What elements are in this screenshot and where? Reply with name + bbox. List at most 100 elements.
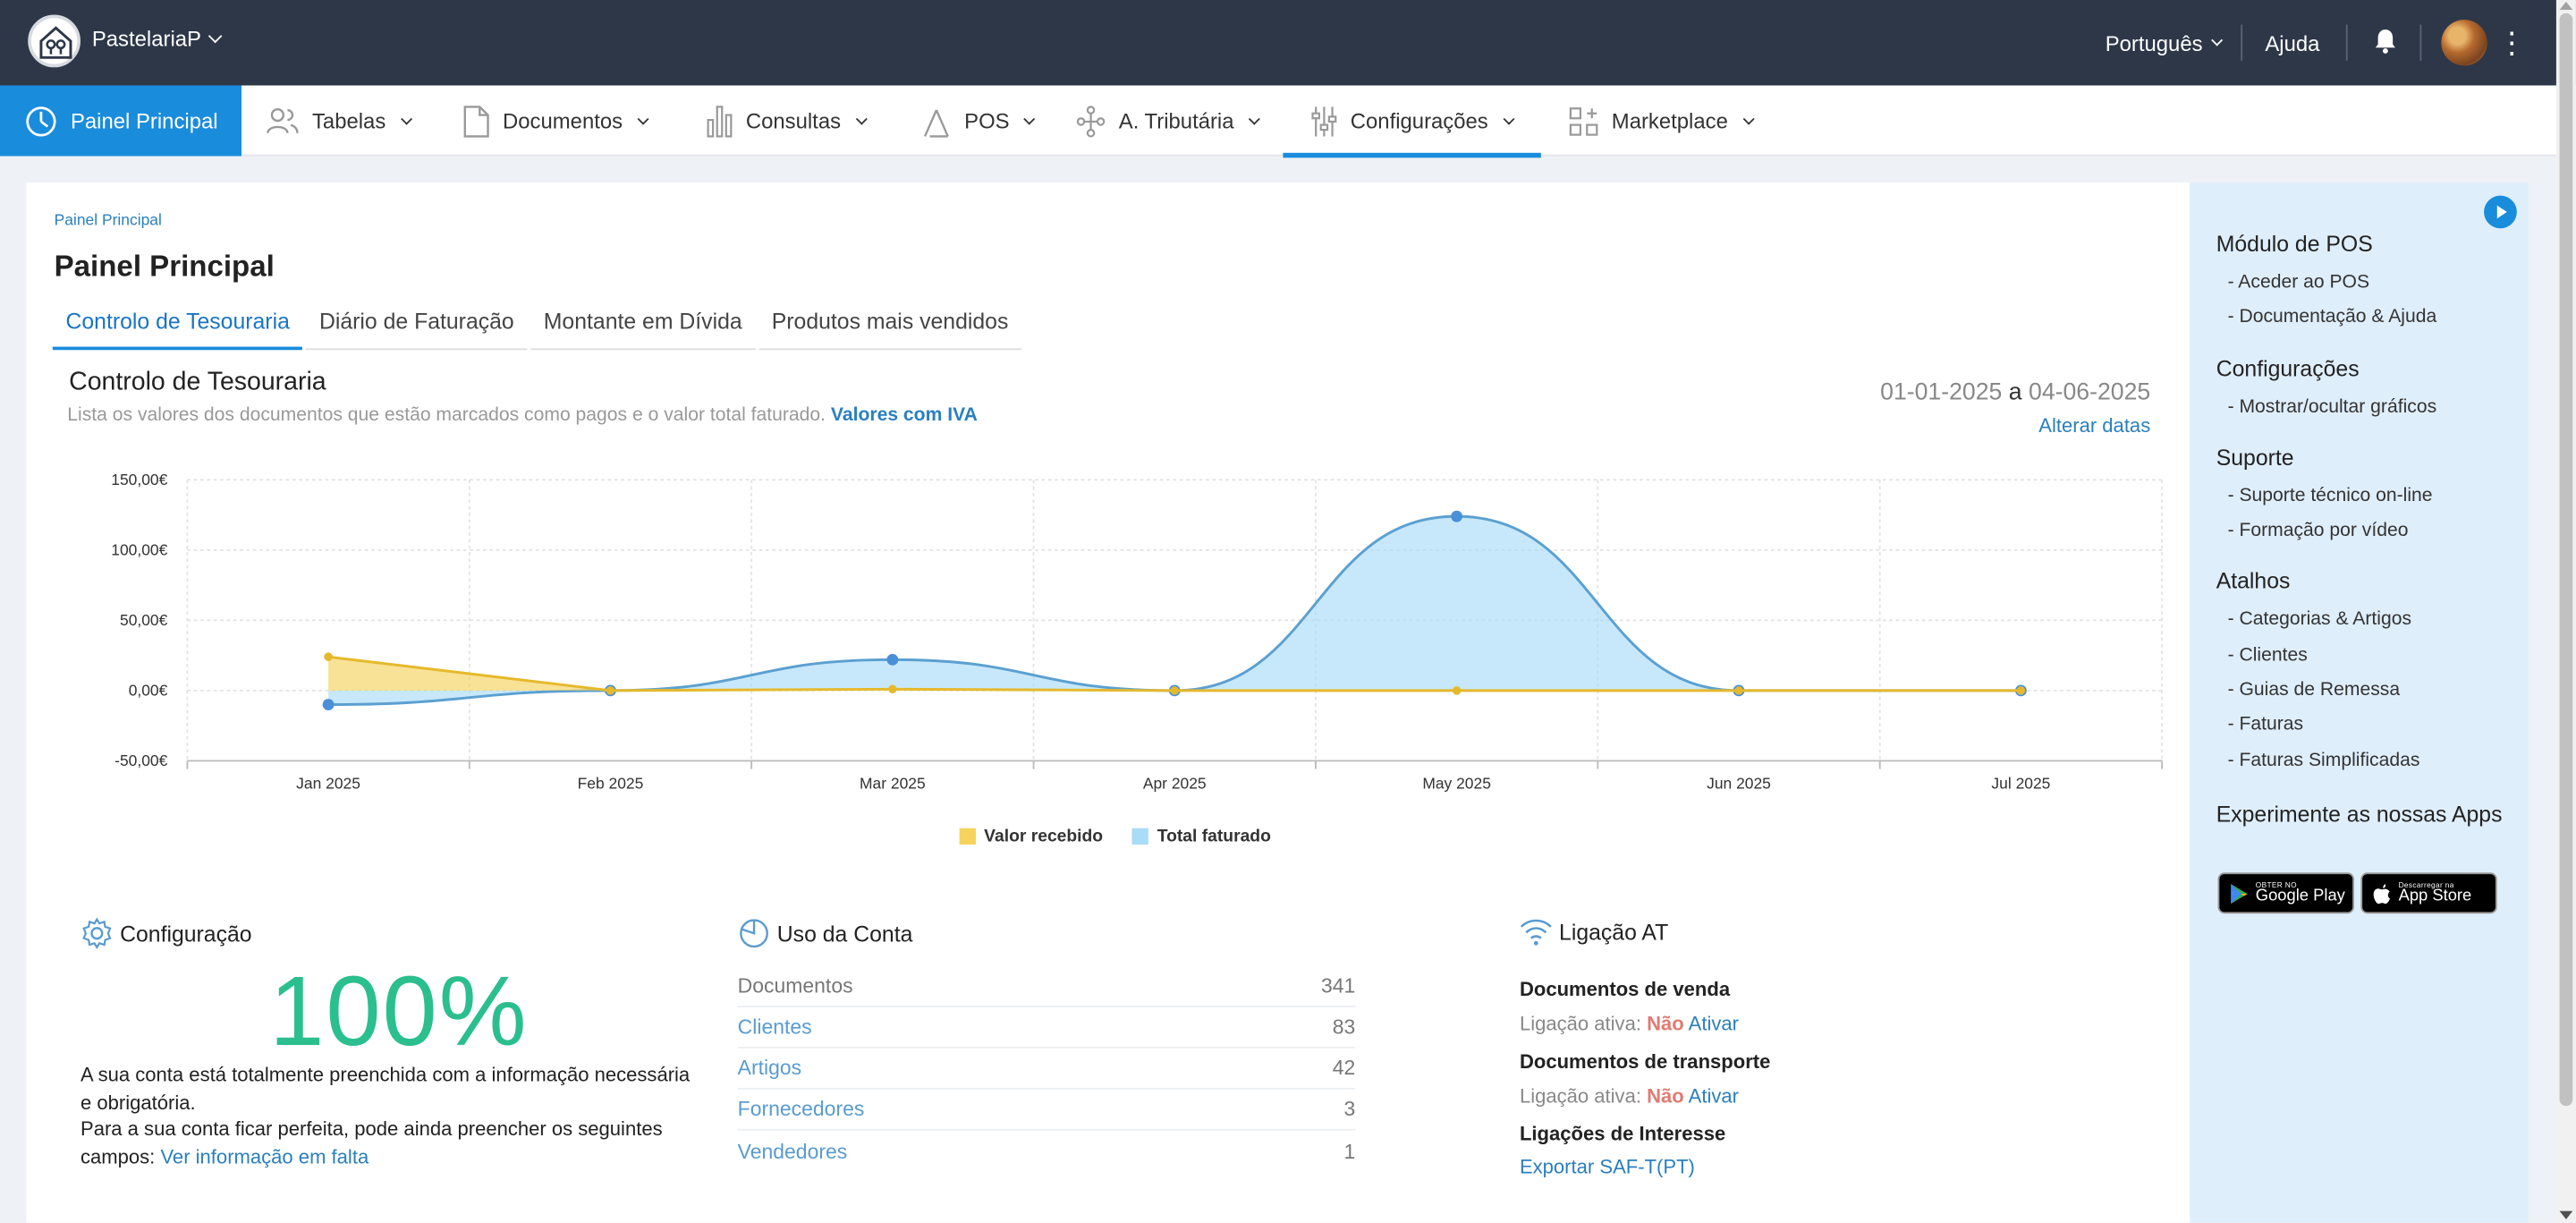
usage-label[interactable]: Clientes [737, 1015, 812, 1039]
export-saft-link[interactable]: Exportar SAF-T(PT) [1519, 1155, 1695, 1178]
x-tick-label: Jul 2025 [1991, 775, 2050, 793]
sidebar-title-shortcuts: Atalhos [2216, 568, 2291, 594]
change-dates-link[interactable]: Alterar datas [2038, 413, 2151, 437]
scrollbar-thumb[interactable] [2559, 13, 2573, 1107]
tab-produtos-vendidos[interactable]: Produtos mais vendidos [758, 302, 1022, 351]
data-point [888, 684, 897, 694]
y-tick-label: 100,00€ [111, 540, 167, 558]
sidebar-link[interactable]: - Faturas Simplificadas [2227, 751, 2420, 771]
nav-label: A. Tributária [1118, 108, 1234, 133]
sidebar-link[interactable]: - Formação por vídeo [2227, 521, 2409, 541]
sidebar-link[interactable]: - Categorias & Artigos [2227, 609, 2412, 630]
company-switcher[interactable]: PastelariaP [92, 26, 224, 51]
pos-icon [923, 108, 949, 137]
chevron-down-icon [855, 112, 868, 124]
app-store-badge[interactable]: Descarregar na App Store [2360, 872, 2497, 914]
config-text: A sua conta está totalmente preenchida c… [80, 1062, 705, 1170]
sidebar-title-config: Configurações [2216, 356, 2360, 382]
play-icon[interactable] [2484, 195, 2517, 229]
config-panel-title: Configuração [80, 917, 252, 950]
chevron-down-icon [1248, 112, 1260, 124]
treasury-chart: 150,00€ 100,00€ 50,00€ 0,00€ -50,00€ Jan 2025… [111, 471, 2164, 793]
store-small-text: Descarregar na [2398, 880, 2454, 889]
sidebar-link[interactable]: - Suporte técnico on-line [2227, 486, 2433, 506]
chart-legend: Valor recebido Total faturado [959, 827, 1271, 846]
sidebar-link[interactable]: - Guias de Remessa [2227, 680, 2401, 701]
transport-docs-heading: Documentos de transporte [1519, 1049, 1771, 1074]
scroll-up-arrow[interactable] [2559, 1, 2573, 11]
usage-label[interactable]: Vendedores [737, 1139, 848, 1163]
top-bar: PastelariaP Português Ajuda ⋮ [0, 0, 2576, 86]
data-point [606, 686, 615, 695]
sidebar-link[interactable]: - Mostrar/ocultar gráficos [2227, 397, 2437, 418]
divider [2240, 24, 2242, 61]
sidebar-link[interactable]: - Faturas [2227, 714, 2304, 735]
nav-item-painel-principal[interactable]: Painel Principal [0, 85, 242, 157]
store-big-text: App Store [2398, 887, 2472, 906]
chevron-down-icon [400, 112, 412, 124]
status-badge: Não [1647, 1012, 1684, 1036]
bell-icon[interactable] [2374, 27, 2397, 58]
usage-label[interactable]: Artigos [737, 1056, 802, 1080]
date-range: 01-01-2025 a 04-06-2025 [1880, 379, 2150, 405]
pie-chart-icon [740, 919, 768, 948]
sidebar-link[interactable]: - Clientes [2227, 645, 2308, 666]
nav-item-documentos[interactable]: Documentos [463, 86, 649, 157]
y-tick-label: -50,00€ [114, 752, 167, 769]
series-area-total-faturado [328, 516, 2021, 705]
company-logo[interactable] [28, 14, 80, 68]
legend-item[interactable]: Valor recebido [959, 827, 1103, 846]
sales-connection-status: Ligação ativa: Não Ativar [1520, 1011, 1770, 1037]
nav-item-consultas[interactable]: Consultas [707, 86, 868, 157]
nav-label: Configurações [1350, 108, 1488, 133]
nav-item-a-tributaria[interactable]: A. Tributária [1076, 86, 1260, 157]
series-line-total-faturado [328, 514, 2021, 707]
nav-item-pos[interactable]: POS [921, 86, 1037, 157]
sidebar-link[interactable]: - Documentação & Ajuda [2227, 307, 2437, 327]
usage-value: 42 [1332, 1056, 1356, 1080]
nav-item-configuracoes[interactable]: Configurações [1283, 86, 1541, 158]
y-tick-label: 50,00€ [120, 611, 168, 629]
page-title: Painel Principal [54, 250, 275, 283]
activate-transport-link[interactable]: Ativar [1688, 1084, 1740, 1108]
nav-label: Tabelas [311, 108, 386, 133]
usage-value: 3 [1343, 1097, 1356, 1121]
nav-label: Consultas [745, 108, 842, 133]
usage-label[interactable]: Fornecedores [737, 1097, 865, 1121]
chevron-down-icon [2210, 34, 2223, 47]
tab-montante-divida[interactable]: Montante em Dívida [530, 302, 756, 351]
page-scrollbar[interactable] [2555, 0, 2576, 1223]
avatar[interactable] [2441, 20, 2487, 66]
data-point [1451, 510, 1463, 522]
scroll-down-arrow[interactable] [2559, 1210, 2573, 1219]
nav-item-marketplace[interactable]: Marketplace [1569, 86, 1755, 157]
breadcrumb[interactable]: Painel Principal [54, 211, 162, 231]
language-selector[interactable]: Português [2106, 30, 2241, 55]
date-to: 04-06-2025 [2029, 379, 2151, 406]
chevron-down-icon [1742, 112, 1755, 124]
dashboard-tabs: Controlo de Tesouraria Diário de Faturaç… [52, 302, 1025, 351]
missing-info-link[interactable]: Ver informação em falta [160, 1144, 369, 1168]
apple-icon [2373, 883, 2391, 904]
y-tick-label: 150,00€ [111, 471, 167, 488]
usage-title: Uso da Conta [776, 921, 913, 947]
bar-chart-icon [707, 105, 733, 137]
chevron-down-icon [208, 29, 224, 44]
status-badge: Não [1647, 1084, 1684, 1108]
tab-controlo-tesouraria[interactable]: Controlo de Tesouraria [52, 302, 303, 351]
legend-item[interactable]: Total faturado [1132, 827, 1271, 846]
google-play-badge[interactable]: OBTER NO Google Play [2217, 872, 2354, 914]
data-point [1170, 686, 1180, 695]
usage-value: 83 [1332, 1015, 1356, 1039]
activate-sales-link[interactable]: Ativar [1688, 1012, 1740, 1036]
data-point [886, 653, 899, 666]
more-options-icon[interactable]: ⋮ [2496, 26, 2527, 60]
help-link[interactable]: Ajuda [2265, 30, 2320, 55]
nav-item-tabelas[interactable]: Tabelas [267, 86, 412, 157]
tab-diario-faturacao[interactable]: Diário de Faturação [306, 302, 528, 351]
x-tick-label: Mar 2025 [860, 775, 926, 793]
sidebar-link[interactable]: - Aceder ao POS [2227, 272, 2370, 293]
sales-docs-heading: Documentos de venda [1519, 977, 1731, 1001]
chevron-down-icon [637, 112, 649, 124]
data-point [2016, 686, 2026, 695]
